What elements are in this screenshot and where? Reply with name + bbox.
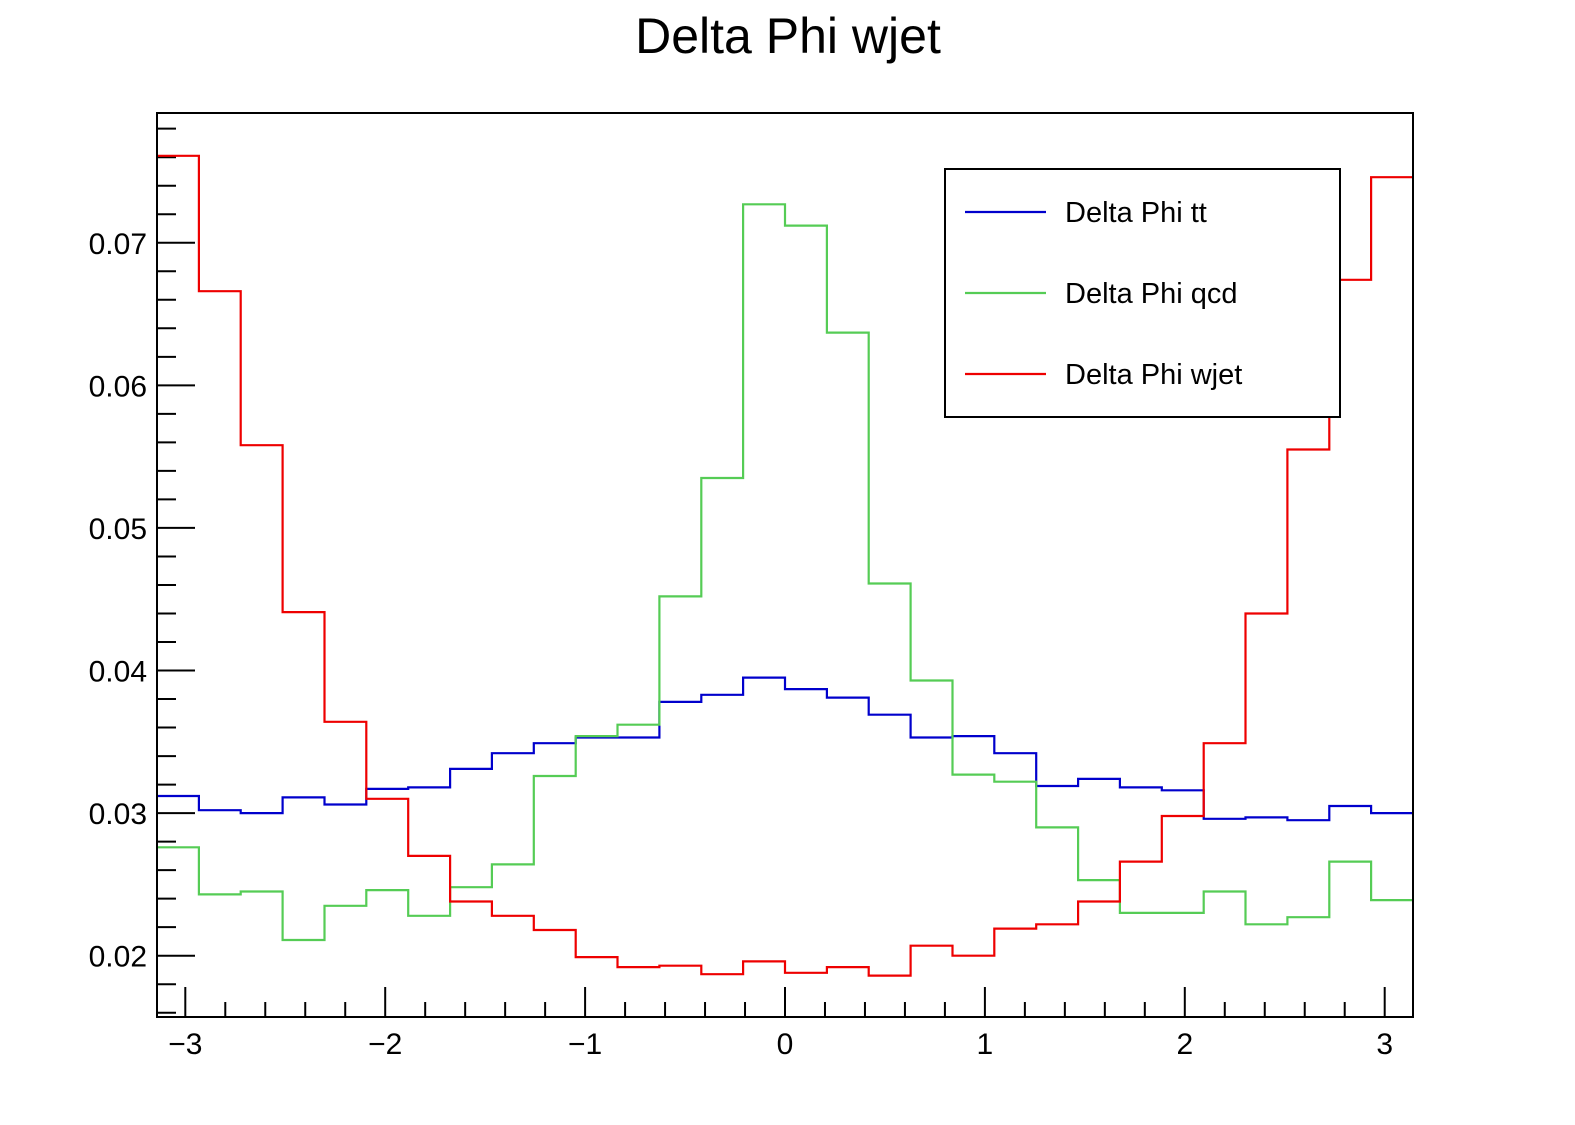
- legend-label: Delta Phi qcd: [1065, 278, 1238, 310]
- y-tick-label: 0.03: [89, 798, 147, 831]
- x-tick-label: −1: [568, 1028, 602, 1061]
- y-axis-labels: 0.02 0.03 0.04 0.05 0.06 0.07: [89, 228, 147, 974]
- legend-label: Delta Phi tt: [1065, 197, 1207, 229]
- y-tick-label: 0.02: [89, 941, 147, 974]
- series-line-2: [157, 203, 1413, 942]
- y-tick-label: 0.06: [89, 370, 147, 403]
- x-tick-label: 0: [777, 1028, 794, 1061]
- series-layer: [157, 154, 1413, 977]
- x-tick-label: −3: [168, 1028, 202, 1061]
- x-tick-label: 2: [1176, 1028, 1193, 1061]
- series-line-3: [157, 154, 1413, 977]
- axis-ticks: [157, 127, 1386, 1017]
- x-tick-label: 3: [1376, 1028, 1393, 1061]
- y-tick-label: 0.05: [89, 513, 147, 546]
- series-line-1: [157, 676, 1413, 822]
- x-axis-labels: −3 −2 −1 0 1 2 3: [168, 1028, 1393, 1061]
- y-tick-label: 0.07: [89, 228, 147, 261]
- y-tick-label: 0.04: [89, 656, 147, 689]
- legend-label: Delta Phi wjet: [1065, 359, 1242, 391]
- x-tick-label: −2: [368, 1028, 402, 1061]
- chart-title: Delta Phi wjet: [635, 8, 941, 64]
- x-tick-label: 1: [977, 1028, 994, 1061]
- legend-items: Delta Phi tt Delta Phi qcd Delta Phi wjet: [965, 197, 1242, 391]
- legend: Delta Phi tt Delta Phi qcd Delta Phi wjet: [944, 168, 1341, 418]
- plot-frame: [156, 112, 1414, 1018]
